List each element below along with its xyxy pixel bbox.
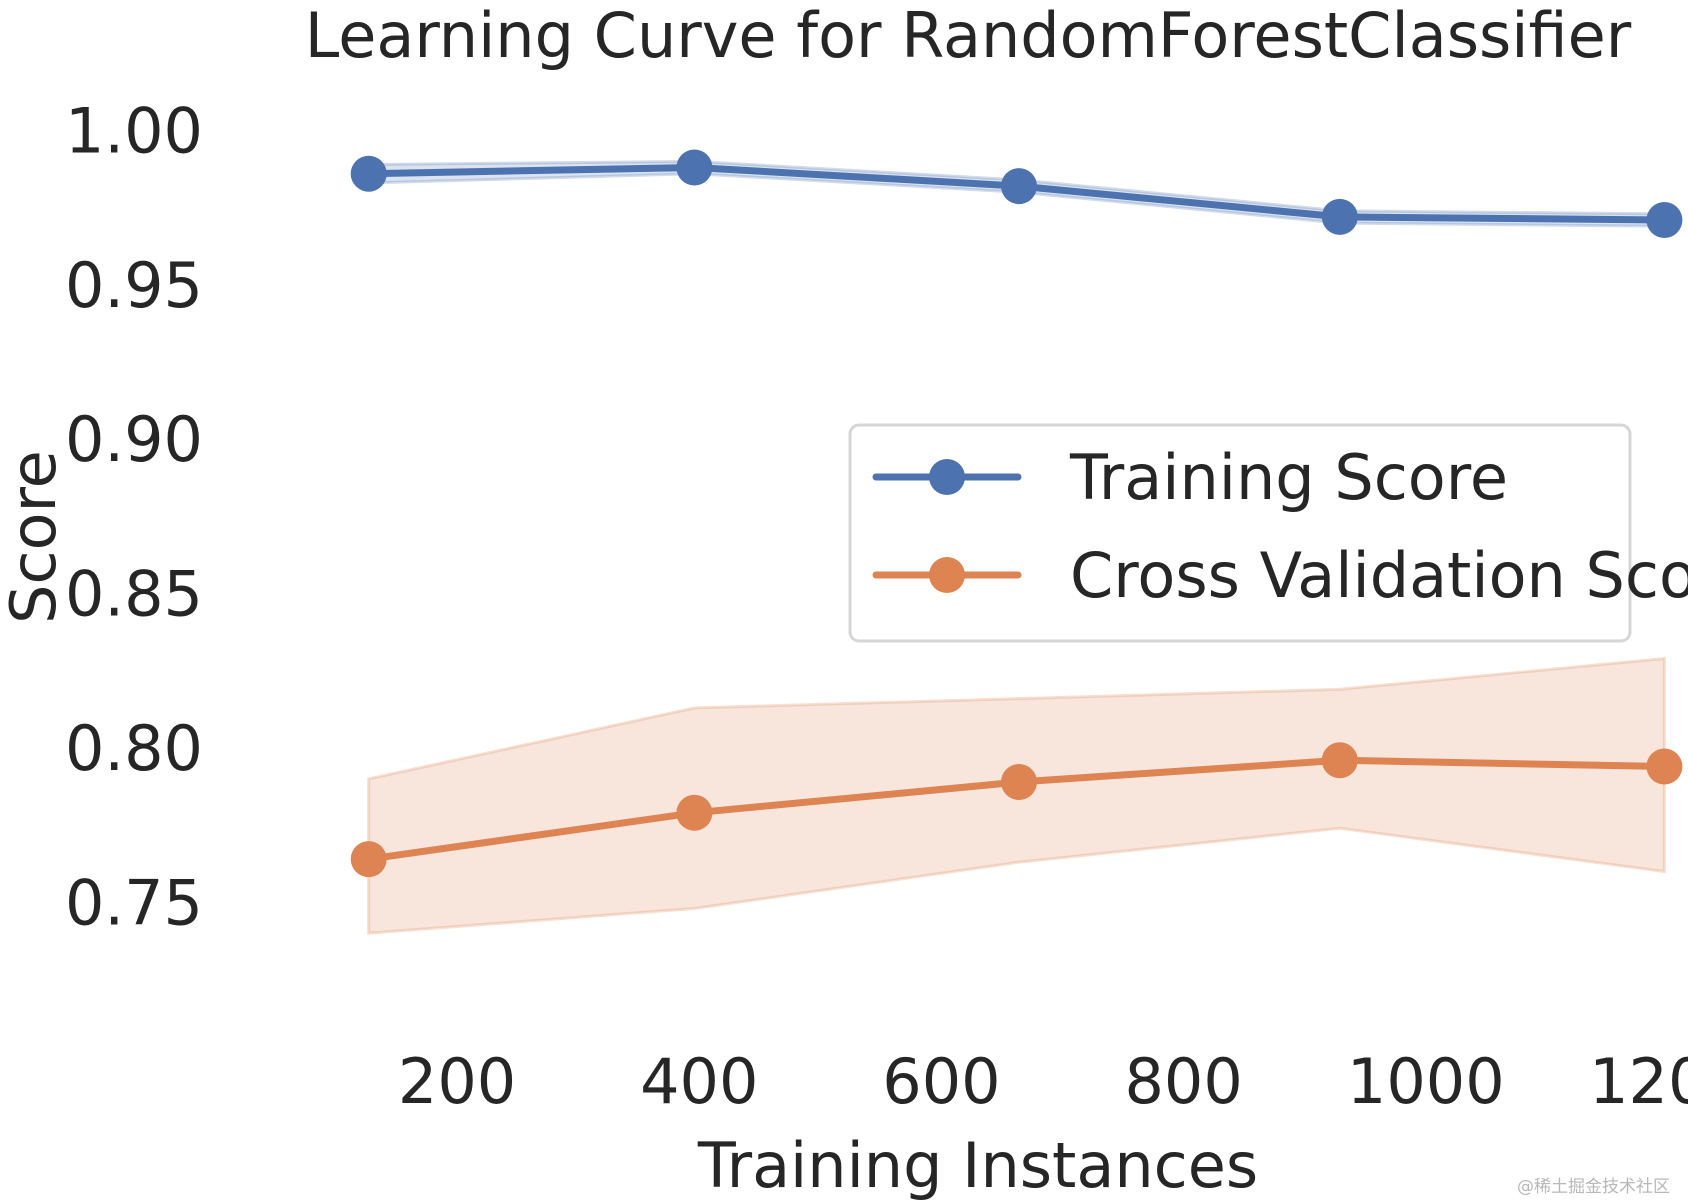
cross-validation-score-point <box>676 794 713 831</box>
cross-validation-score-point <box>1646 748 1683 785</box>
training-score-point <box>350 155 387 192</box>
legend-marker-cross-validation-score <box>929 557 965 593</box>
x-tick-label: 200 <box>398 1045 516 1118</box>
training-score-point <box>1321 198 1358 235</box>
x-tick-label: 600 <box>882 1045 1000 1118</box>
legend-label-training-score: Training Score <box>1069 441 1508 514</box>
x-axis-label: Training Instances <box>697 1129 1258 1202</box>
y-axis-label: Score <box>0 450 70 624</box>
y-tick-label: 0.75 <box>65 866 203 939</box>
chart-title: Learning Curve for RandomForestClassifie… <box>305 0 1632 72</box>
cross-validation-score-point <box>1001 764 1037 800</box>
watermark: @稀土掘金技术社区 <box>1517 1177 1670 1197</box>
y-tick-label: 0.90 <box>65 403 203 476</box>
y-tick-label: 0.85 <box>65 558 203 631</box>
x-tick-label: 400 <box>640 1045 758 1118</box>
x-tick-label: 1200 <box>1589 1045 1688 1118</box>
y-tick-label: 1.00 <box>65 94 203 167</box>
x-tick-label: 1000 <box>1347 1045 1505 1118</box>
legend-label-cross-validation-score: Cross Validation Score <box>1070 539 1688 612</box>
x-axis-ticks: 200 400 600 800 1000 1200 <box>398 1045 1688 1118</box>
cross-validation-score-point <box>1321 742 1358 779</box>
y-tick-label: 0.95 <box>65 249 203 322</box>
cross-validation-score-point <box>350 841 387 878</box>
training-score-point <box>1001 168 1037 205</box>
series-points <box>350 149 1683 878</box>
training-score-point <box>676 149 713 186</box>
y-axis-ticks: 0.75 0.80 0.85 0.90 0.95 1.00 <box>65 94 203 939</box>
y-tick-label: 0.80 <box>65 712 203 785</box>
legend: Training Score Cross Validation Score <box>848 423 1688 643</box>
legend-box <box>848 423 1632 643</box>
legend-item-training-score: Training Score <box>872 441 1508 514</box>
legend-marker-training-score <box>929 459 965 495</box>
x-tick-label: 800 <box>1124 1045 1242 1118</box>
training-score-point <box>1646 202 1683 238</box>
legend-item-cross-validation-score: Cross Validation Score <box>872 539 1688 612</box>
